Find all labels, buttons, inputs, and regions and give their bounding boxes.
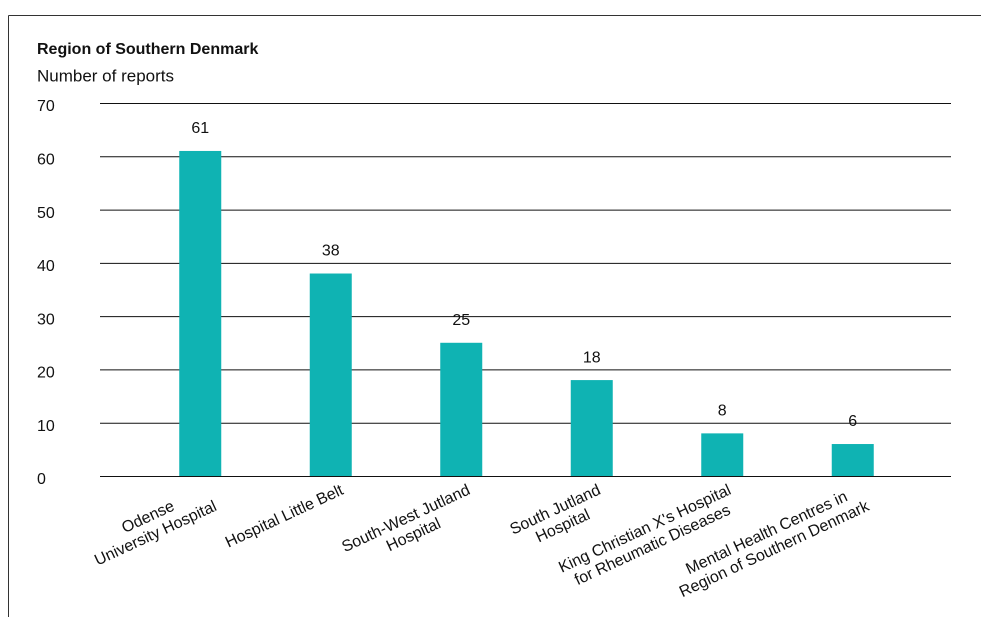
value-label: 6 bbox=[848, 413, 857, 430]
x-tick-label: Hospital Little Belt bbox=[223, 482, 347, 552]
y-tick-label: 40 bbox=[37, 258, 55, 275]
x-tick-label: South-West JutlandHospital bbox=[339, 482, 480, 573]
y-tick-label: 10 bbox=[37, 418, 55, 435]
value-label: 18 bbox=[583, 349, 601, 366]
chart-title: Region of Southern Denmark bbox=[37, 41, 258, 58]
y-tick-label: 60 bbox=[37, 152, 55, 169]
value-label: 38 bbox=[322, 243, 340, 260]
x-tick-label-line: Hospital Little Belt bbox=[223, 482, 347, 552]
bar bbox=[570, 380, 613, 476]
bar bbox=[309, 273, 352, 476]
value-label: 25 bbox=[452, 312, 470, 329]
bar bbox=[179, 150, 222, 476]
y-tick-label: 0 bbox=[37, 471, 46, 488]
y-tick-label: 20 bbox=[37, 365, 55, 382]
bar bbox=[701, 433, 744, 476]
x-tick-label: OdenseUniversity Hospital bbox=[85, 482, 220, 570]
chart-subtitle: Number of reports bbox=[37, 66, 174, 85]
y-tick-label: 50 bbox=[37, 205, 55, 222]
value-label: 61 bbox=[191, 120, 209, 137]
bar bbox=[831, 444, 874, 476]
y-tick-label: 70 bbox=[37, 98, 55, 115]
y-tick-label: 30 bbox=[37, 311, 55, 328]
value-label: 8 bbox=[718, 403, 727, 420]
bar bbox=[440, 342, 483, 476]
